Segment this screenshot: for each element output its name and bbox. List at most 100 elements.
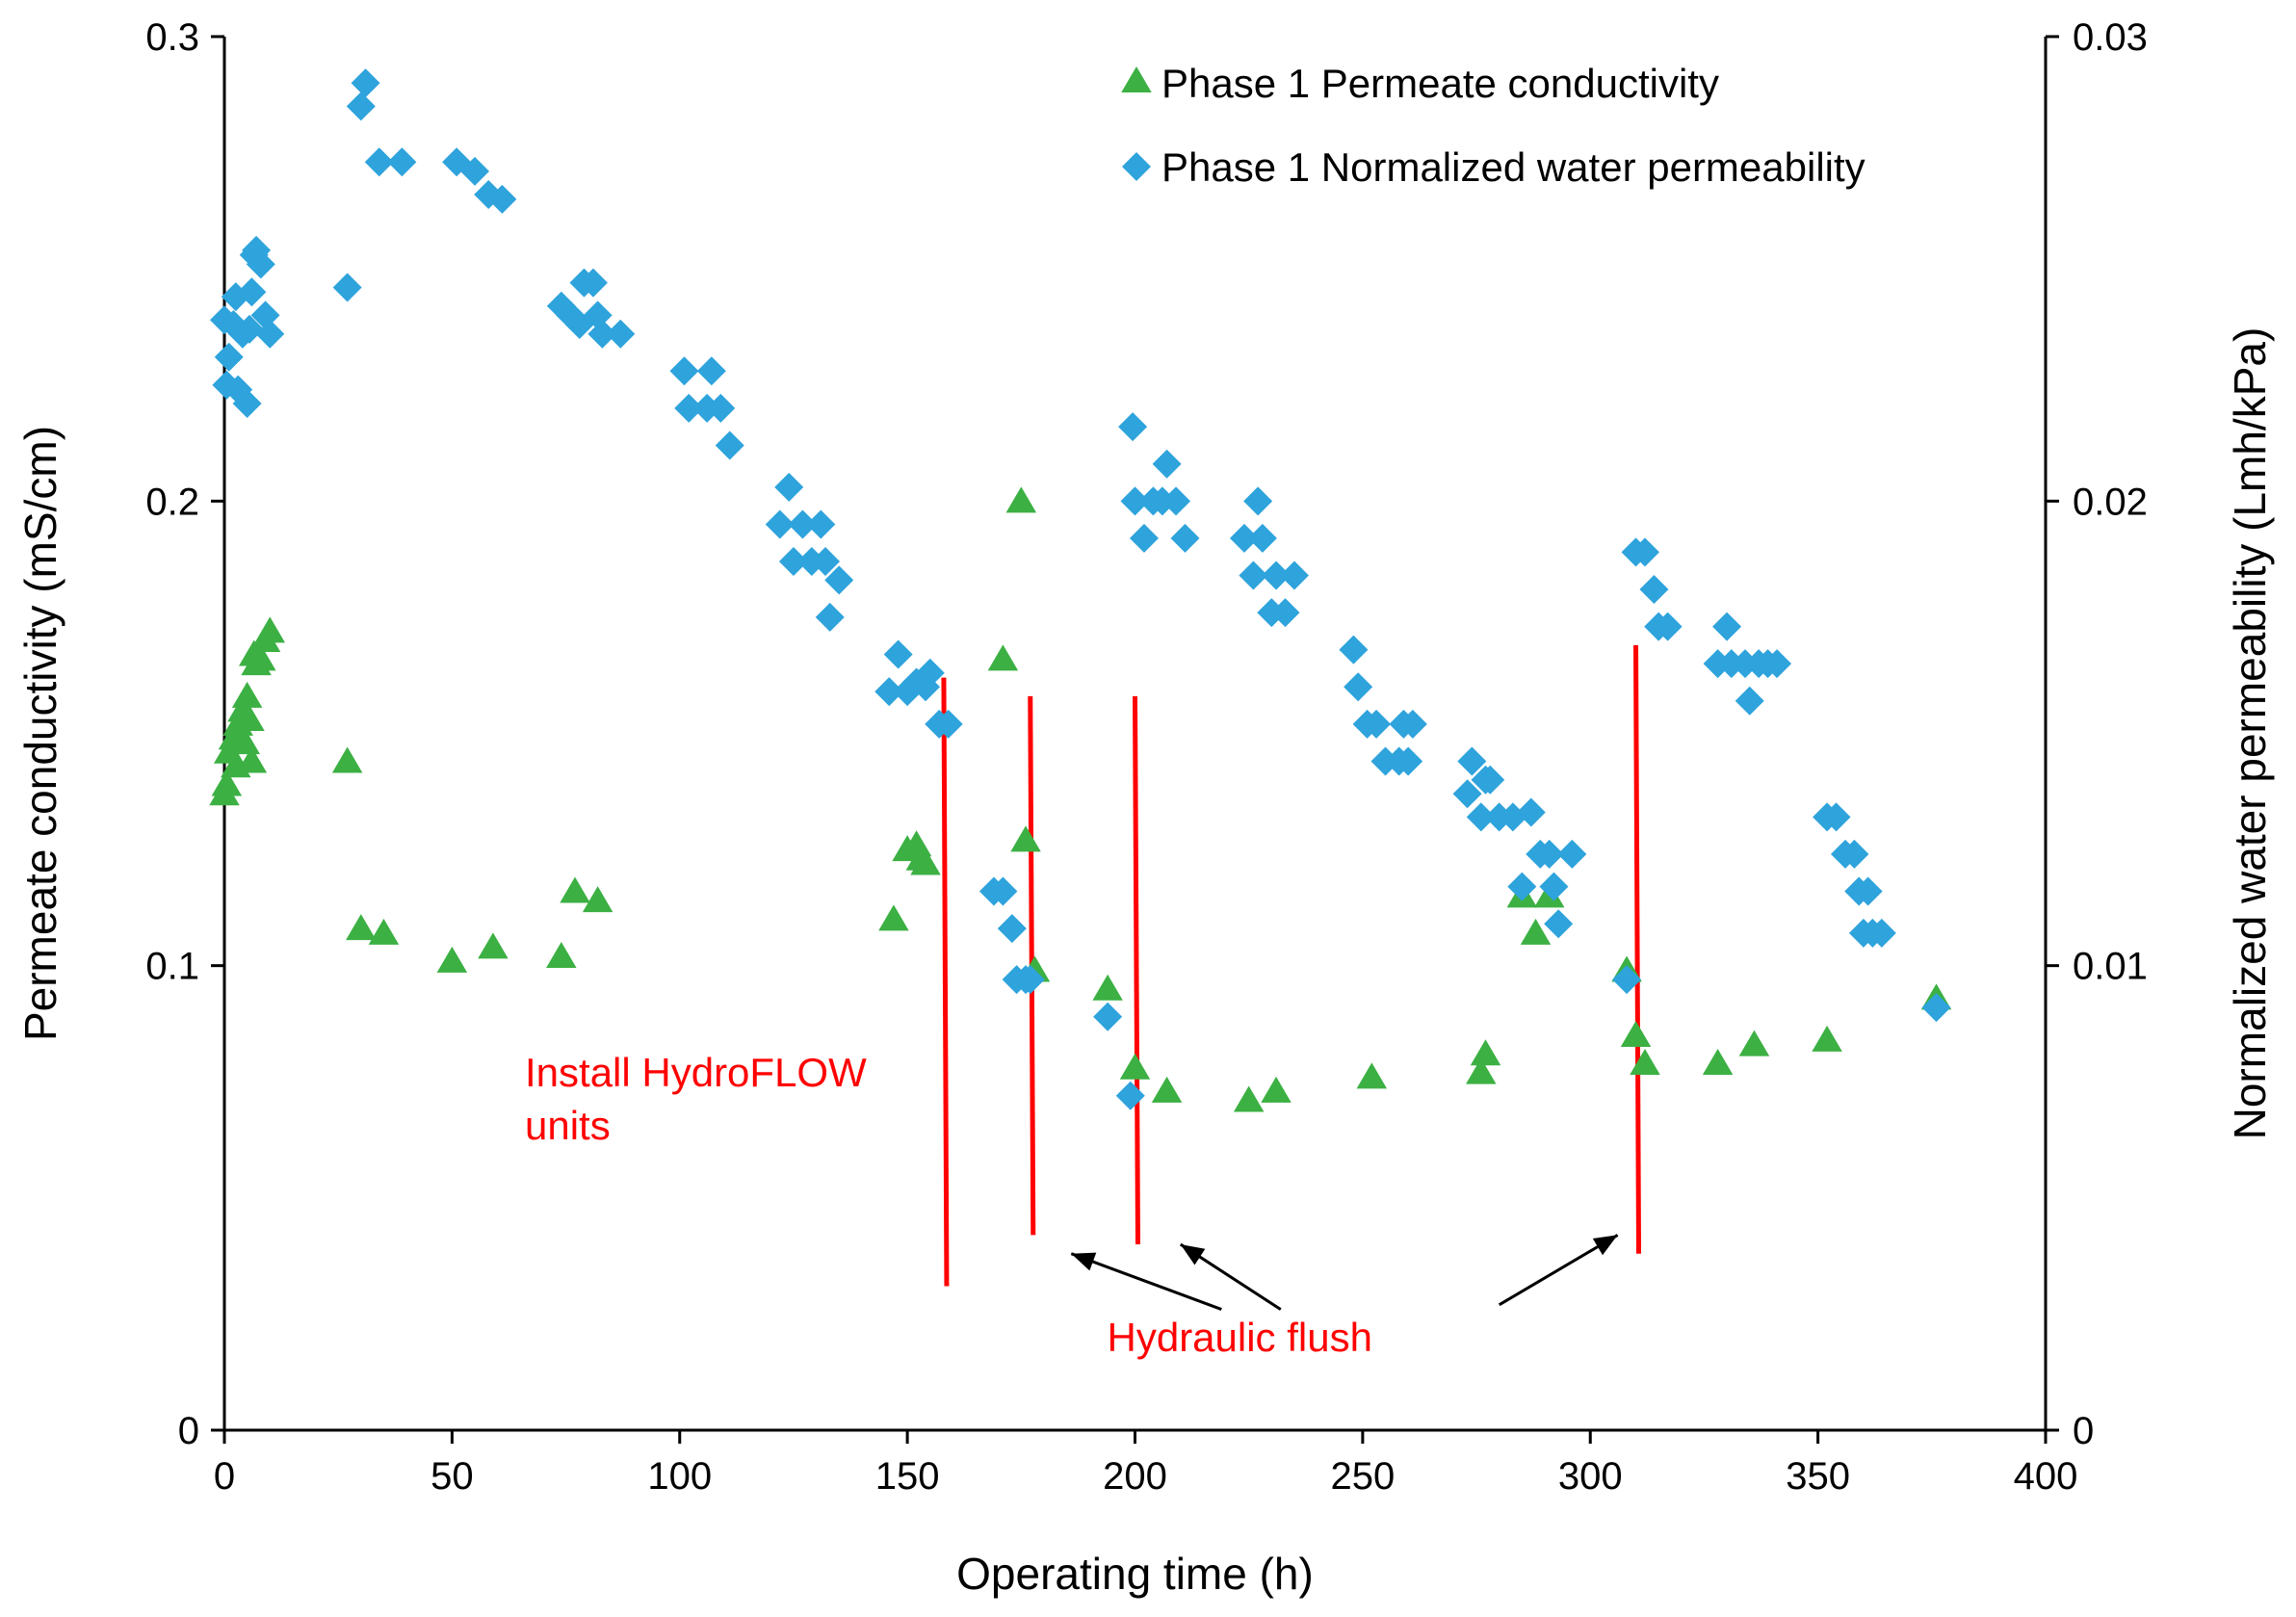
legend-marker-conductivity xyxy=(1121,66,1152,92)
permeability-point xyxy=(1129,523,1159,553)
conductivity-point xyxy=(1520,918,1552,945)
y-right-tick-label: 0.01 xyxy=(2073,946,2148,988)
permeability-point xyxy=(1362,709,1392,739)
legend-label: Phase 1 Permeate conductivity xyxy=(1161,61,1719,106)
conductivity-point xyxy=(1092,974,1123,1001)
conductivity-point xyxy=(331,746,363,773)
x-tick-label: 350 xyxy=(1786,1455,1850,1498)
y-right-axis-title: Normalized water permeability (Lmh/kPa) xyxy=(2225,327,2275,1140)
permeability-point xyxy=(1170,523,1200,553)
conductivity-point xyxy=(546,942,577,969)
permeability-point xyxy=(1712,612,1742,641)
permeability-point xyxy=(674,393,704,423)
conductivity-point xyxy=(211,769,243,796)
permeability-point xyxy=(1262,561,1292,590)
permeability-point xyxy=(387,147,417,177)
permeability-point xyxy=(346,91,376,121)
permeability-point xyxy=(765,509,795,539)
permeability-point xyxy=(460,156,490,186)
flush-arrow-head xyxy=(1180,1244,1206,1265)
x-tick-label: 150 xyxy=(875,1455,940,1498)
conductivity-point xyxy=(1470,1039,1501,1066)
conductivity-point xyxy=(1119,1053,1151,1080)
permeability-point xyxy=(824,565,854,595)
permeability-point xyxy=(351,68,380,98)
event-line xyxy=(1133,695,1140,1245)
permeability-point xyxy=(1866,918,1896,948)
permeability-point xyxy=(1762,649,1792,679)
permeability-point xyxy=(246,249,275,279)
permeability-point xyxy=(1534,839,1564,869)
conductivity-point xyxy=(878,904,909,931)
conductivity-point xyxy=(234,705,265,732)
permeability-point xyxy=(1344,672,1373,702)
permeability-point xyxy=(1507,872,1537,901)
conductivity-point xyxy=(1356,1062,1388,1089)
y-right-tick-label: 0 xyxy=(2073,1410,2094,1452)
conductivity-point xyxy=(346,914,377,941)
y-left-tick-label: 0 xyxy=(178,1410,199,1452)
permeability-point xyxy=(806,509,836,539)
y-right-tick-label: 0.02 xyxy=(2073,481,2148,523)
conductivity-point xyxy=(236,746,268,773)
permeability-series xyxy=(210,68,1951,1110)
permeability-point xyxy=(606,319,636,349)
permeability-point xyxy=(1279,561,1309,590)
x-tick-label: 300 xyxy=(1558,1455,1623,1498)
x-tick-label: 100 xyxy=(647,1455,712,1498)
conductivity-point xyxy=(1010,825,1041,852)
permeability-point xyxy=(883,639,913,669)
conductivity-point xyxy=(560,876,590,903)
permeability-point xyxy=(1516,797,1546,827)
flush-arrow-line xyxy=(1070,1252,1222,1311)
permeability-point xyxy=(1853,876,1883,906)
permeability-point xyxy=(1821,802,1851,832)
conductivity-point xyxy=(582,886,613,913)
permeability-point xyxy=(1270,598,1300,628)
axes: 0 50 100 150 200 250 300 350 40000.10.20.300.010… xyxy=(15,16,2275,1599)
conductivity-point xyxy=(1005,486,1037,513)
permeability-point xyxy=(815,602,845,632)
event-lines xyxy=(941,644,1642,1287)
permeability-point xyxy=(1239,561,1268,590)
conductivity-point xyxy=(1151,1076,1183,1103)
permeability-point xyxy=(915,658,945,688)
permeability-point xyxy=(1630,537,1659,567)
conductivity-point xyxy=(478,932,509,959)
permeability-point xyxy=(1397,709,1427,739)
conductivity-point xyxy=(1466,1057,1497,1084)
permeability-point xyxy=(1475,765,1505,795)
permeability-point xyxy=(811,547,841,577)
conductivity-point xyxy=(246,644,276,671)
y-left-tick-label: 0.3 xyxy=(145,16,199,59)
conductivity-point xyxy=(1233,1085,1265,1112)
x-tick-label: 50 xyxy=(430,1455,474,1498)
permeability-point xyxy=(874,677,904,707)
event-line xyxy=(1633,644,1642,1254)
permeability-point xyxy=(232,389,262,419)
install-annotation-text: Install HydroFLOW xyxy=(525,1050,867,1095)
permeability-point xyxy=(774,472,804,502)
permeability-point xyxy=(788,509,818,539)
conductivity-point xyxy=(1620,1021,1652,1048)
permeability-point xyxy=(696,356,726,386)
conductivity-point xyxy=(229,728,261,755)
permeability-point xyxy=(1118,412,1148,442)
permeability-point xyxy=(1152,449,1182,479)
permeability-point xyxy=(1544,909,1574,939)
permeability-point xyxy=(715,430,744,460)
conductivity-point xyxy=(436,946,468,973)
permeability-point xyxy=(487,184,517,214)
permeability-point xyxy=(237,277,267,307)
permeability-point xyxy=(578,268,608,298)
permeability-point xyxy=(255,319,285,349)
conductivity-point xyxy=(910,848,941,875)
permeability-point xyxy=(1243,486,1273,516)
conductivity-series xyxy=(209,486,1952,1112)
permeability-point xyxy=(1612,965,1642,995)
permeability-point xyxy=(933,709,963,739)
permeability-point xyxy=(1466,802,1496,832)
permeability-point xyxy=(1452,779,1482,809)
permeability-point xyxy=(997,914,1027,944)
flush-arrow-head xyxy=(1071,1252,1097,1271)
